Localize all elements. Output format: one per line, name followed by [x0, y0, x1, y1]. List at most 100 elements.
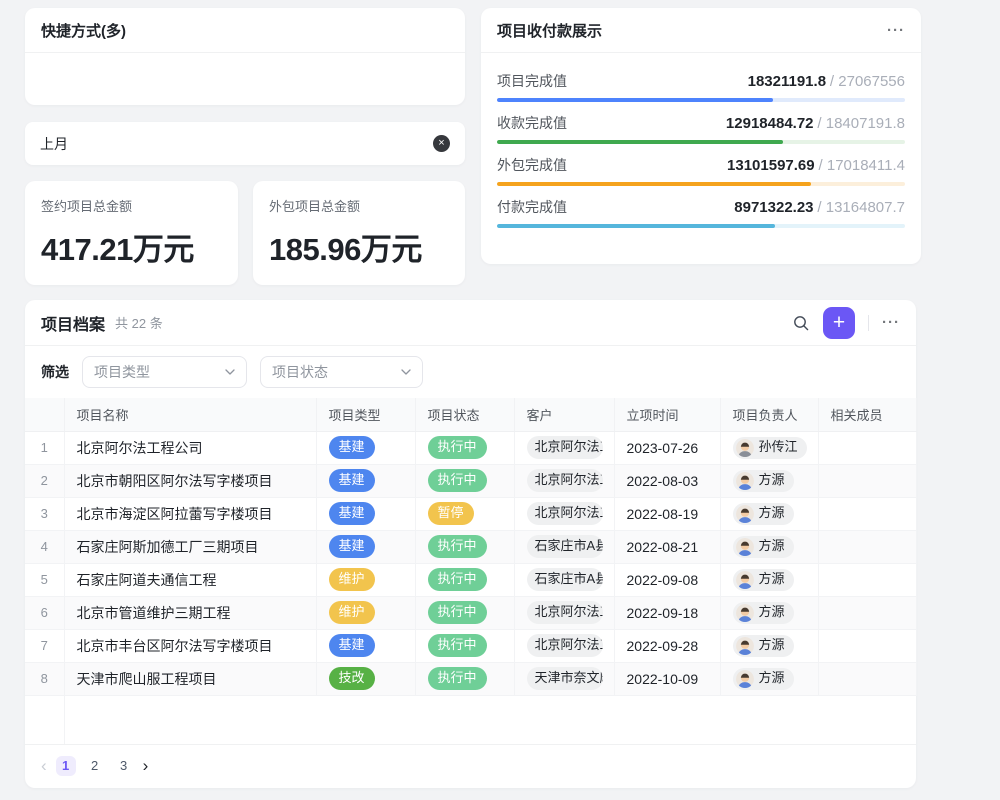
progress-value: 8971322.23	[734, 199, 814, 216]
customer-pill: 北京阿尔法工程	[526, 436, 603, 459]
cell-members	[818, 431, 917, 465]
metric-value: 185.96万元	[269, 232, 422, 267]
status-tag: 执行中	[427, 601, 487, 624]
row-index: 7	[25, 629, 65, 663]
progress-row: 外包完成值 13101597.69 / 17018411.4	[497, 155, 905, 186]
clear-filter-icon[interactable]: ×	[433, 135, 450, 152]
cell-members	[818, 629, 917, 663]
table-row[interactable]: 1 北京阿尔法工程公司 基建 执行中 北京阿尔法工程 2023-07-26 孙传…	[25, 431, 917, 465]
more-icon[interactable]: ···	[887, 21, 905, 39]
page-button-1[interactable]: 1	[55, 755, 76, 776]
table-actions: + ···	[792, 306, 900, 339]
customer-pill: 北京阿尔法工程	[526, 502, 603, 525]
chevron-down-icon	[225, 369, 235, 375]
table-empty-area	[25, 695, 916, 745]
progress-value: 18321191.8	[747, 73, 827, 90]
cell-customer: 北京阿尔法工程	[514, 629, 615, 663]
table-row[interactable]: 7 北京市丰台区阿尔法写字楼项目 基建 执行中 北京阿尔法工程 2022-09-…	[25, 629, 917, 663]
table-row[interactable]: 6 北京市管道维护三期工程 维护 执行中 北京阿尔法工程 2022-09-18 …	[25, 596, 917, 630]
project-status-select[interactable]: 项目状态	[260, 356, 423, 388]
project-table: 项目名称 项目类型 项目状态 客户 立项时间 项目负责人 相关成员 1 北京阿尔…	[25, 398, 917, 696]
customer-pill: 北京阿尔法工程	[526, 634, 603, 657]
row-index: 3	[25, 497, 65, 531]
cell-project-status: 执行中	[415, 431, 515, 465]
shortcut-card-title: 快捷方式(多)	[41, 22, 126, 40]
metric-label: 外包项目总金额	[269, 199, 361, 214]
progress-fill	[497, 224, 775, 228]
col-index	[25, 398, 65, 432]
type-tag: 基建	[328, 436, 375, 459]
page-button-2[interactable]: 2	[91, 758, 99, 773]
payment-overview-card: 项目收付款展示 ··· 项目完成值 18321191.8 / 27067556 …	[481, 8, 921, 264]
progress-row: 收款完成值 12918484.72 / 18407191.8	[497, 113, 905, 144]
shortcut-card: 快捷方式(多)	[25, 8, 465, 105]
cell-project-status: 执行中	[415, 662, 515, 696]
date-filter-chip[interactable]: 上月 ×	[25, 122, 465, 165]
prev-page-icon[interactable]: ‹	[41, 756, 47, 775]
cell-project-status: 暂停	[415, 497, 515, 531]
table-row[interactable]: 2 北京市朝阳区阿尔法写字楼项目 基建 执行中 北京阿尔法工程 2022-08-…	[25, 464, 917, 498]
table-row[interactable]: 3 北京市海淀区阿拉蕾写字楼项目 基建 暂停 北京阿尔法工程 2022-08-1…	[25, 497, 917, 531]
page-button-3[interactable]: 3	[120, 758, 128, 773]
more-icon[interactable]: ···	[882, 314, 900, 331]
add-record-button[interactable]: +	[823, 306, 855, 339]
cell-members	[818, 563, 917, 597]
person-avatar	[735, 669, 754, 688]
progress-fill	[497, 140, 784, 144]
chevron-down-icon	[401, 369, 411, 375]
search-icon[interactable]	[792, 314, 810, 332]
metric-label: 签约项目总金额	[41, 199, 133, 214]
customer-pill: 石家庄市A县建	[526, 568, 603, 591]
progress-numbers: 18321191.8 / 27067556	[748, 73, 905, 90]
row-index: 1	[25, 431, 65, 465]
type-tag: 基建	[328, 535, 375, 558]
type-tag: 基建	[328, 502, 375, 525]
owner-name: 方源	[758, 604, 785, 620]
person-avatar	[735, 603, 754, 622]
payment-card-header: 项目收付款展示 ···	[481, 8, 921, 53]
divider	[868, 314, 869, 331]
col-customer: 客户	[514, 398, 615, 432]
table-body: 1 北京阿尔法工程公司 基建 执行中 北京阿尔法工程 2023-07-26 孙传…	[25, 431, 917, 696]
cell-start-date: 2022-08-19	[614, 497, 721, 531]
cell-owner: 方源	[720, 464, 819, 498]
table-row[interactable]: 4 石家庄阿斯加德工厂三期项目 基建 执行中 石家庄市A县建 2022-08-2…	[25, 530, 917, 564]
progress-label: 付款完成值	[497, 199, 567, 215]
cell-project-status: 执行中	[415, 464, 515, 498]
cell-start-date: 2022-09-28	[614, 629, 721, 663]
progress-total: / 13164807.7	[817, 199, 905, 216]
table-title: 项目档案	[41, 316, 106, 334]
record-count: 共 22 条	[115, 316, 163, 331]
progress-total: / 18407191.8	[817, 115, 905, 132]
customer-pill: 北京阿尔法工程	[526, 601, 603, 624]
cell-owner: 方源	[720, 530, 819, 564]
cell-owner: 方源	[720, 497, 819, 531]
cell-owner: 方源	[720, 662, 819, 696]
cell-project-status: 执行中	[415, 530, 515, 564]
payment-progress-list: 项目完成值 18321191.8 / 27067556 收款完成值 129184…	[481, 53, 921, 228]
progress-numbers: 12918484.72 / 18407191.8	[726, 115, 905, 132]
progress-label: 项目完成值	[497, 73, 567, 89]
table-row[interactable]: 5 石家庄阿道夫通信工程 维护 执行中 石家庄市A县建 2022-09-08 方…	[25, 563, 917, 597]
progress-numbers: 8971322.23 / 13164807.7	[734, 199, 905, 216]
date-filter-label: 上月	[40, 135, 68, 152]
cell-project-type: 维护	[316, 596, 416, 630]
metric-card-outsourced-total: 外包项目总金额 185.96万元	[253, 181, 465, 285]
status-tag: 执行中	[427, 634, 487, 657]
type-tag: 基建	[328, 469, 375, 492]
status-tag: 执行中	[427, 667, 487, 690]
project-type-select[interactable]: 项目类型	[82, 356, 247, 388]
progress-row: 项目完成值 18321191.8 / 27067556	[497, 71, 905, 102]
cell-project-name: 北京市管道维护三期工程	[64, 596, 317, 630]
table-row[interactable]: 8 天津市爬山服工程项目 技改 执行中 天津市奈文摩尔 2022-10-09 方…	[25, 662, 917, 696]
progress-total: / 27067556	[829, 73, 905, 90]
cell-members	[818, 662, 917, 696]
row-index: 4	[25, 530, 65, 564]
customer-pill: 北京阿尔法工程	[526, 469, 603, 492]
cell-customer: 石家庄市A县建	[514, 563, 615, 597]
cell-start-date: 2023-07-26	[614, 431, 721, 465]
status-tag: 暂停	[427, 502, 474, 525]
owner-name: 方源	[758, 670, 785, 686]
next-page-icon[interactable]: ›	[142, 756, 149, 775]
row-index: 2	[25, 464, 65, 498]
